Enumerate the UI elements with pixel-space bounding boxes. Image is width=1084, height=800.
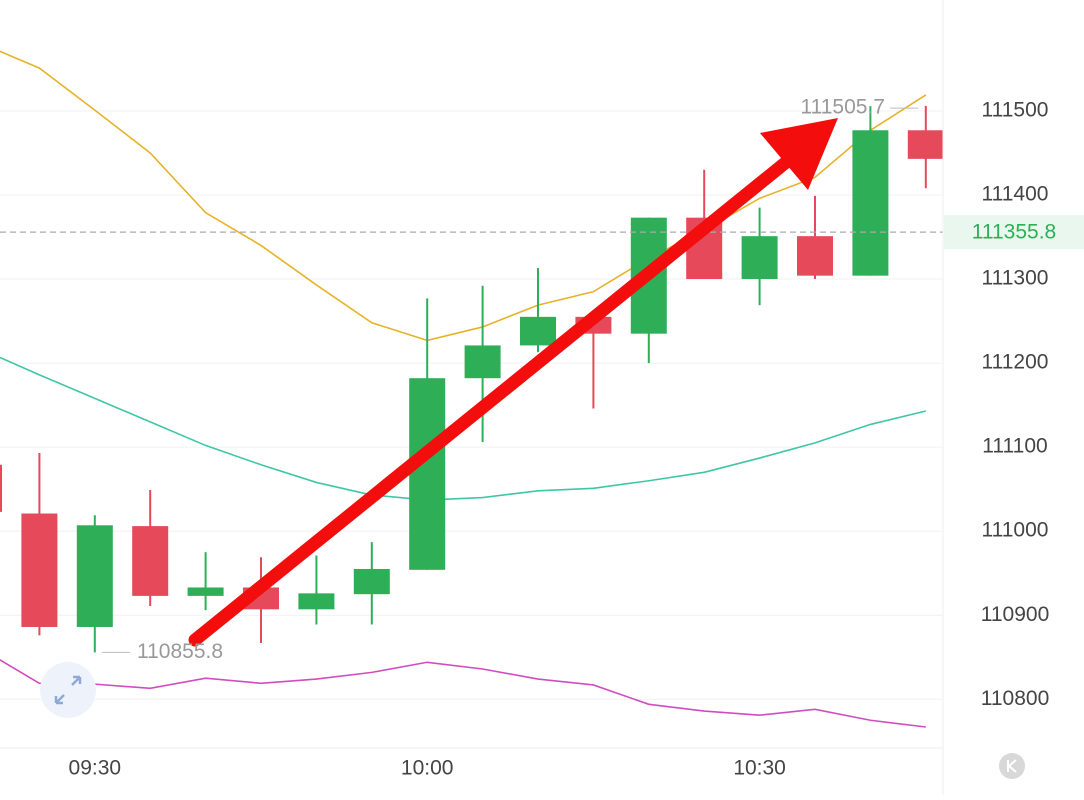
k-glyph[interactable]: [1007, 759, 1017, 773]
candle-body: [852, 130, 889, 276]
candle-body: [464, 345, 501, 379]
candle-body: [21, 513, 58, 627]
indicator-line: [0, 356, 926, 501]
k-bg[interactable]: [999, 753, 1025, 779]
grid: [0, 110, 943, 700]
plot-area: [0, 50, 943, 728]
trend-arrow: [188, 118, 838, 647]
last-price-label: 111355.8: [972, 221, 1056, 244]
candle-body: [907, 130, 943, 159]
candle-body: [741, 236, 778, 280]
last-price-bg: [944, 215, 1084, 250]
axis: 110800 110900 111000 111100 111200 111300 1114…: [69, 98, 1084, 780]
candle-body: [298, 593, 335, 610]
y-tick-label: 111000: [982, 519, 1049, 542]
indicator-line: [0, 659, 926, 728]
arrow-head: [760, 118, 838, 190]
high-label: 111505.7: [801, 96, 885, 119]
arrow-shaft: [188, 148, 802, 647]
indicator-line: [0, 50, 927, 342]
candle-body: [132, 526, 169, 596]
candle-body: [187, 587, 224, 596]
candle-body: [353, 568, 390, 595]
y-tick-label: 110800: [981, 687, 1050, 710]
y-tick-label: 110900: [981, 603, 1050, 626]
x-tick-label: 10:00: [401, 757, 454, 780]
candle-body: [409, 378, 446, 570]
expand-icon[interactable]: [40, 662, 96, 718]
y-tick-label: 111300: [982, 267, 1049, 290]
candle-body: [520, 316, 556, 346]
x-tick-label: 10:30: [733, 757, 786, 780]
candle-body: [76, 525, 113, 627]
y-tick-label: 111400: [982, 183, 1049, 206]
x-tick-label: 09:30: [69, 757, 122, 780]
candle-body: [797, 236, 833, 276]
y-tick-label: 111500: [982, 98, 1049, 121]
k-button[interactable]: [999, 753, 1025, 779]
candle-body: [0, 464, 2, 512]
icon-glyph[interactable]: [54, 675, 82, 705]
icon-bg[interactable]: [40, 662, 96, 718]
y-tick-label: 111200: [982, 351, 1049, 374]
y-tick-label: 111100: [982, 435, 1047, 458]
low-label: 110855.8: [137, 640, 223, 663]
